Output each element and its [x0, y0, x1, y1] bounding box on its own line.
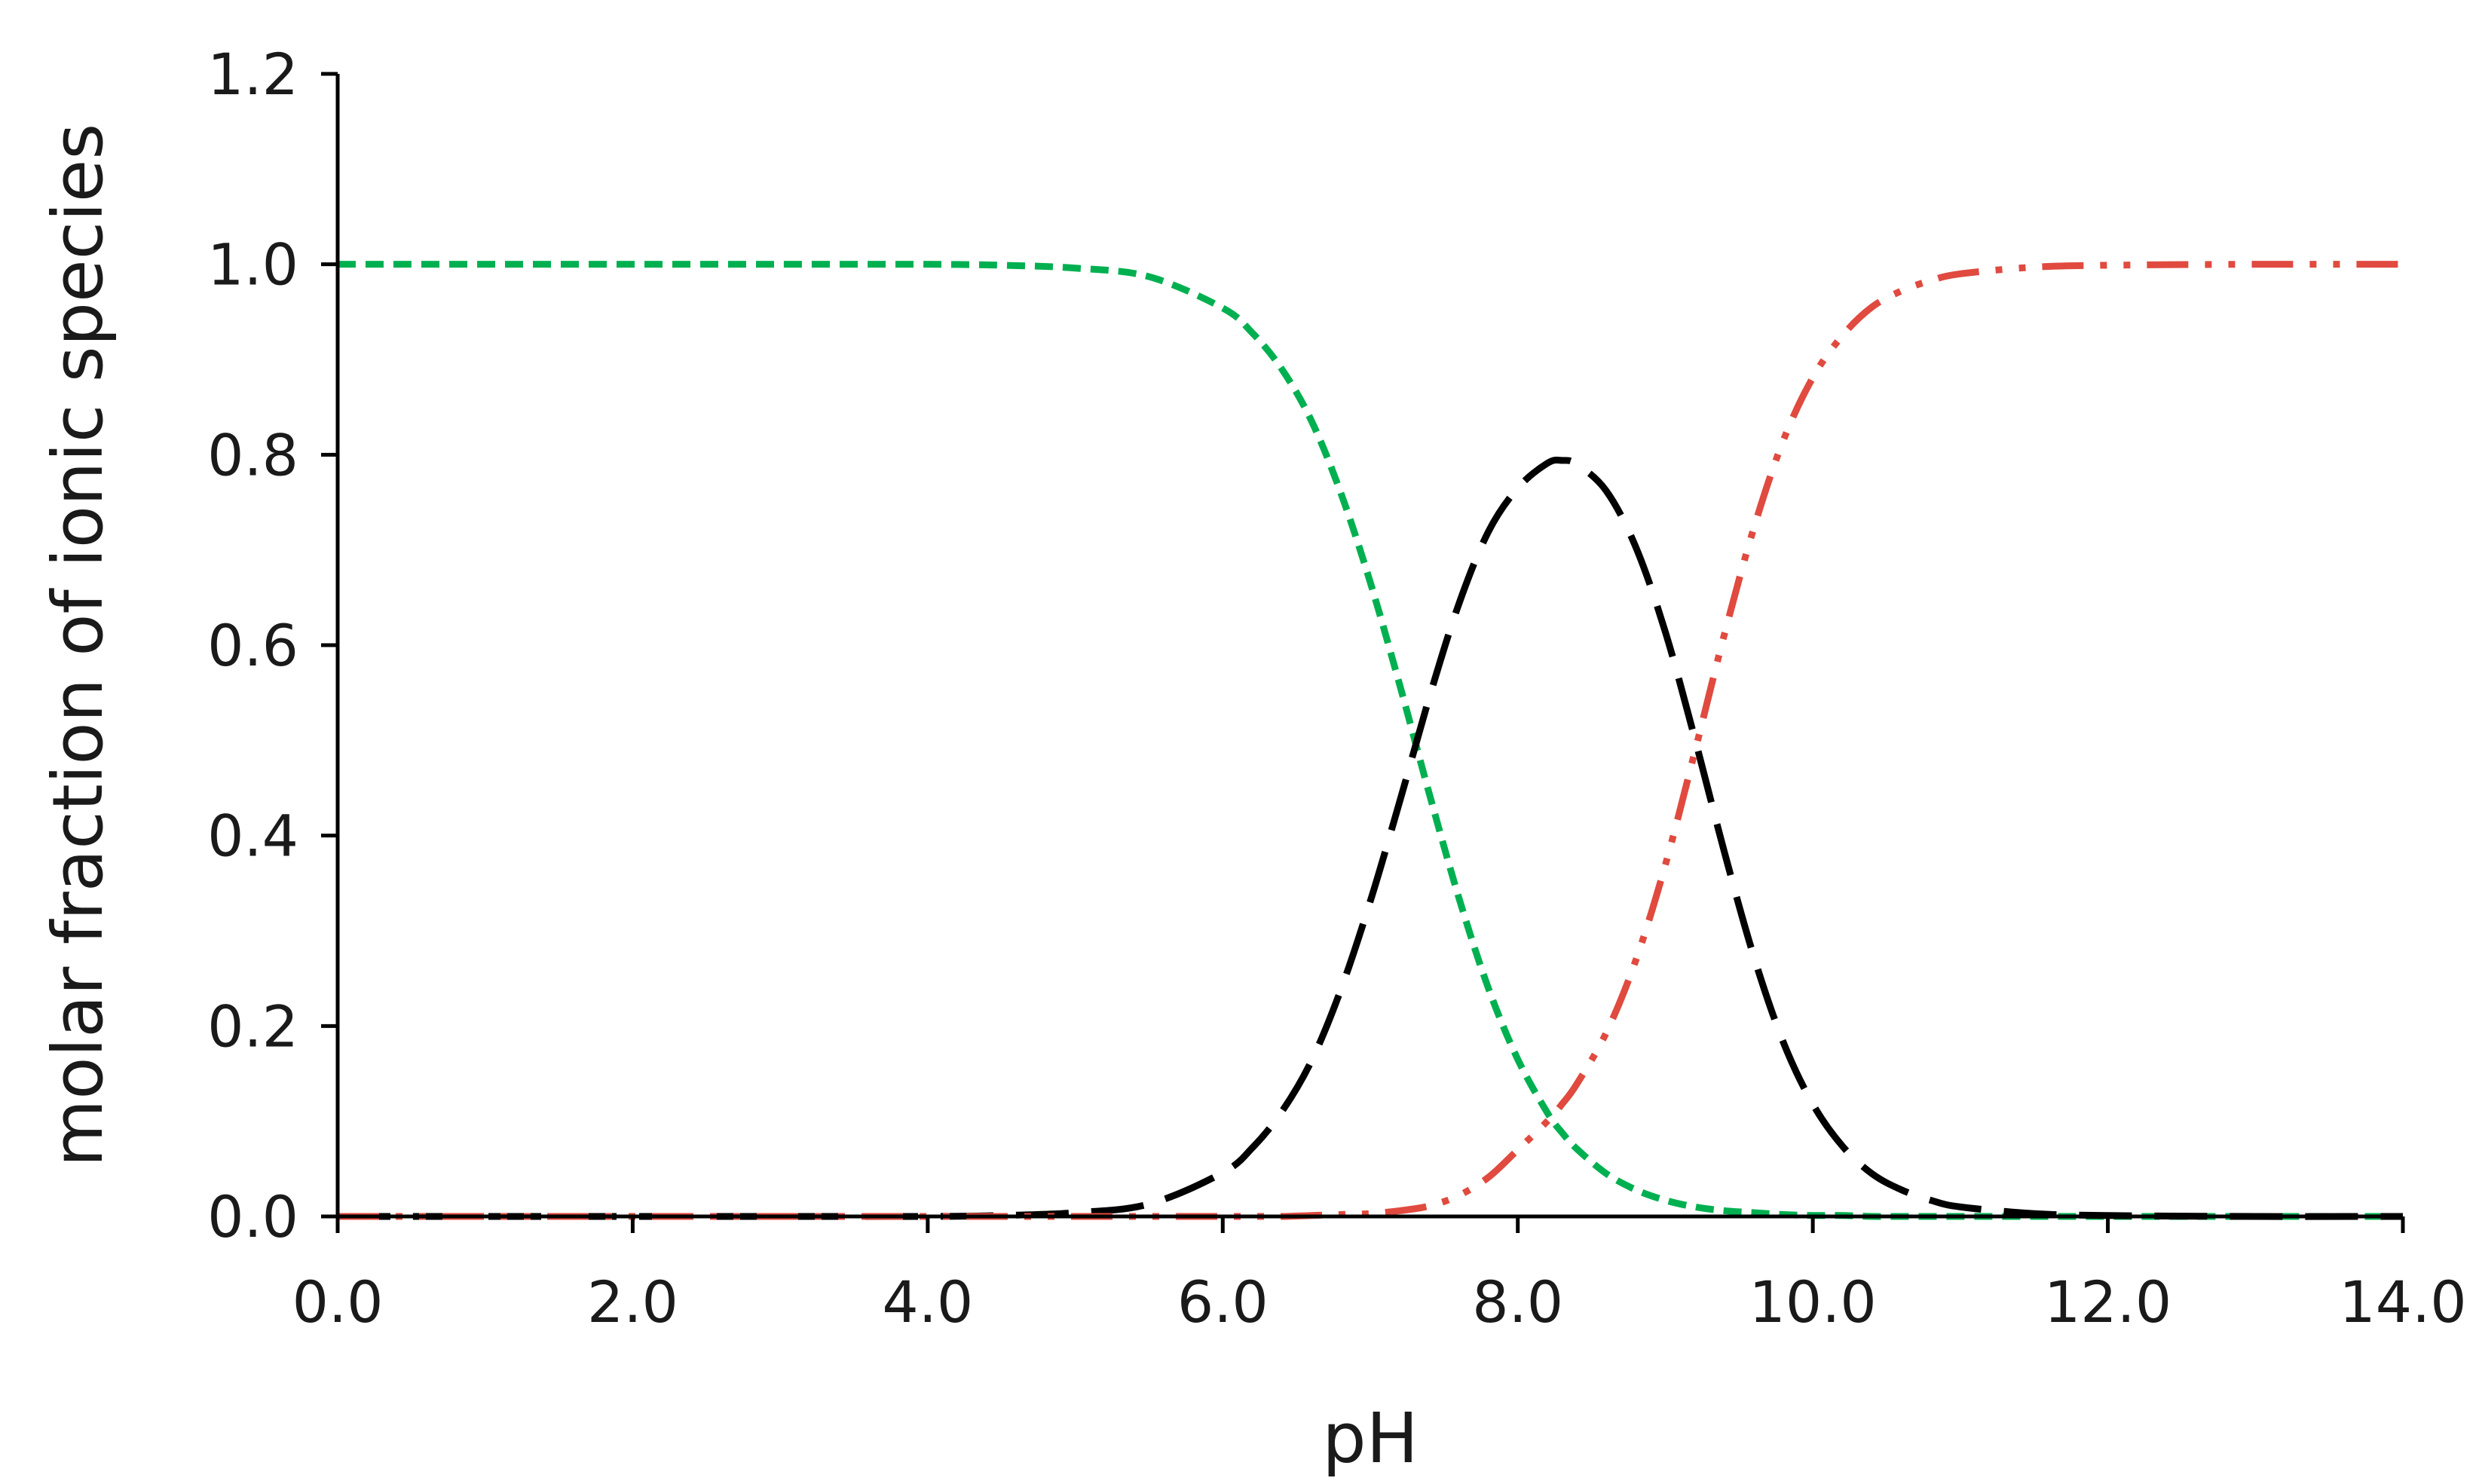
series-layer — [338, 261, 2404, 1220]
x-tick-label: 0.0 — [292, 1268, 384, 1336]
series-line-1 — [338, 261, 2403, 1220]
x-tick-label: 10.0 — [1749, 1268, 1877, 1336]
x-tick-label: 4.0 — [882, 1268, 973, 1336]
y-tick-label: 1.0 — [207, 231, 298, 298]
y-tick-label: 0.2 — [207, 993, 298, 1060]
x-tick-label: 2.0 — [587, 1268, 678, 1336]
x-tick-label: 14.0 — [2339, 1268, 2466, 1336]
y-axis-title: molar fraction of ionic species — [38, 124, 118, 1167]
y-tick-label: 0.0 — [207, 1183, 298, 1250]
x-tick-label: 6.0 — [1177, 1268, 1269, 1336]
x-tick-label: 12.0 — [2044, 1268, 2171, 1336]
x-axis-title: pH — [1322, 1398, 1419, 1479]
y-tick-label: 0.4 — [207, 803, 298, 870]
x-tick-label: 8.0 — [1472, 1268, 1563, 1336]
y-tick-label: 0.8 — [207, 421, 298, 488]
y-tick-label: 1.2 — [207, 41, 298, 108]
ticks-layer: 0.0 0.2 0.4 0.6 0.8 1.0 1.2 0.0 2.0 4.0 6.0 8.0 10.0… — [207, 41, 2466, 1336]
y-tick-label: 0.6 — [207, 612, 298, 679]
series-line-3 — [338, 261, 2404, 1220]
